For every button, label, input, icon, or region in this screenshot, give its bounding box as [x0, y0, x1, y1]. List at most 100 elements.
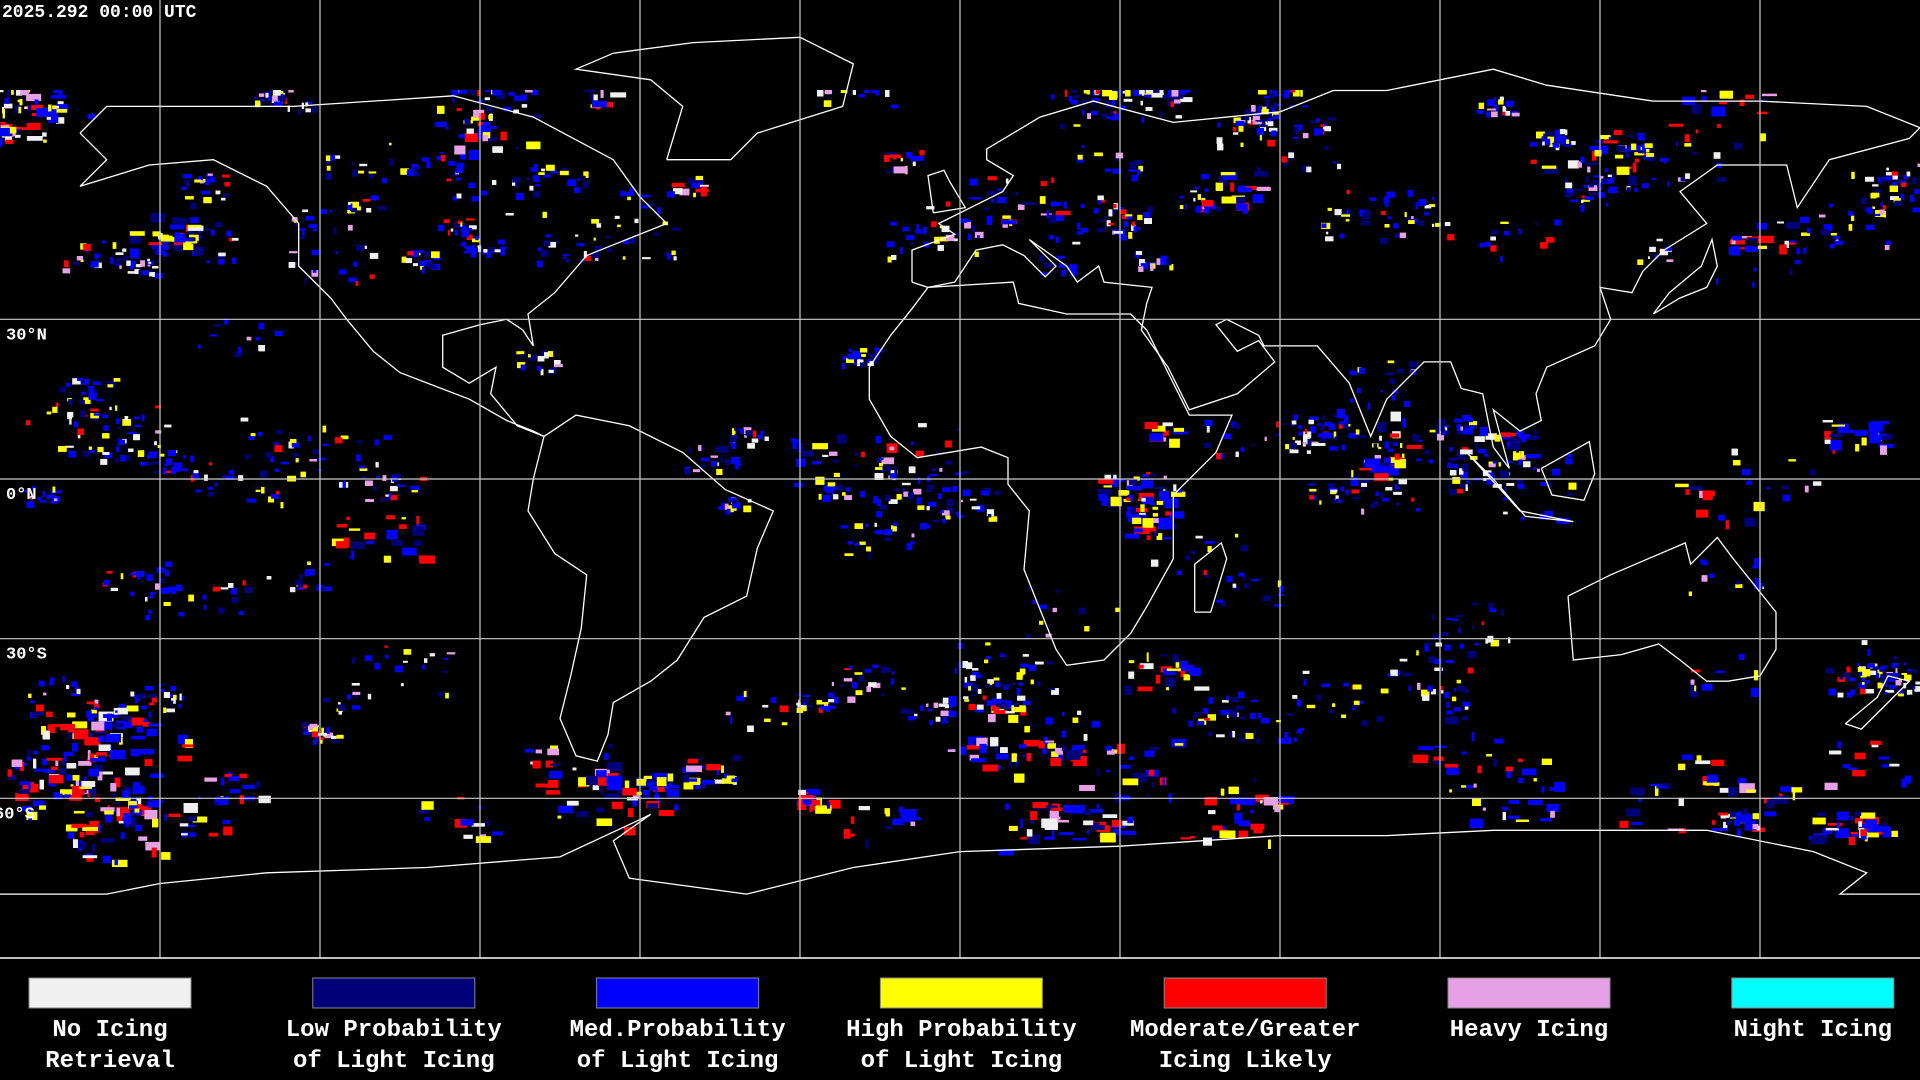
icing-pixel	[1812, 817, 1826, 825]
icing-pixel	[400, 168, 409, 175]
icing-pixel	[402, 660, 408, 663]
icing-pixel	[1637, 133, 1645, 141]
icing-pixel	[1273, 802, 1289, 805]
icing-pixel	[463, 834, 473, 839]
icing-pixel	[297, 235, 306, 239]
icing-pixel	[1175, 662, 1180, 668]
icing-pixel	[15, 766, 23, 770]
icing-pixel	[1148, 478, 1153, 481]
icing-pixel	[730, 435, 737, 442]
icing-pixel	[1381, 389, 1384, 393]
icing-pixel	[1723, 821, 1728, 830]
icing-pixel	[492, 90, 502, 96]
icing-pixel	[116, 807, 120, 817]
icing-pixel	[73, 261, 80, 266]
icing-pixel	[18, 106, 22, 114]
icing-pixel	[1391, 395, 1396, 401]
icing-pixel	[1485, 241, 1491, 247]
icing-pixel	[1779, 793, 1783, 798]
icing-pixel	[1597, 192, 1605, 198]
icing-pixel	[735, 464, 739, 470]
icing-pixel	[486, 819, 490, 827]
icing-pixel	[1752, 813, 1759, 820]
icing-pixel	[366, 540, 374, 545]
icing-pixel	[843, 678, 853, 682]
icing-pixel	[798, 798, 805, 803]
icing-pixel	[336, 734, 344, 739]
icing-pixel	[311, 249, 320, 256]
icing-pixel	[1240, 447, 1245, 452]
icing-pixel	[969, 498, 977, 501]
icing-pixel	[1361, 487, 1365, 492]
icing-pixel	[805, 803, 810, 806]
icing-pixel	[1174, 99, 1181, 104]
icing-pixel	[1051, 201, 1057, 207]
icing-pixel	[313, 228, 317, 232]
icing-pixel	[1100, 494, 1108, 502]
icing-pixel	[889, 154, 902, 159]
icing-pixel	[1702, 493, 1713, 501]
icing-pixel	[1328, 709, 1334, 714]
icing-pixel	[986, 191, 999, 195]
icing-pixel	[607, 247, 612, 253]
icing-pixel	[1474, 436, 1485, 442]
icing-pixel	[666, 789, 680, 798]
icing-pixel	[179, 244, 194, 251]
icing-pixel	[465, 218, 475, 221]
icing-pixel	[911, 441, 914, 446]
icing-pixel	[1380, 492, 1385, 499]
icing-pixel	[98, 735, 105, 742]
icing-pixel	[1141, 478, 1154, 489]
icing-pixel	[964, 682, 973, 688]
icing-pixel	[1394, 233, 1401, 239]
icing-pixel	[892, 671, 895, 675]
icing-pixel	[1664, 246, 1672, 251]
icing-pixel	[1243, 583, 1250, 589]
icing-pixel	[163, 238, 168, 245]
icing-pixel	[628, 808, 634, 818]
icing-pixel	[1333, 160, 1336, 164]
icing-pixel	[1162, 422, 1173, 427]
icing-pixel	[305, 101, 312, 105]
icing-pixel	[642, 257, 651, 260]
icing-pixel	[656, 777, 667, 787]
icing-pixel	[1107, 90, 1111, 94]
icing-pixel	[698, 445, 702, 451]
icing-pixel	[419, 260, 427, 266]
icing-pixel	[95, 797, 101, 802]
icing-pixel	[592, 784, 600, 791]
icing-pixel	[130, 572, 139, 576]
icing-pixel	[115, 405, 118, 411]
icing-pixel	[1190, 667, 1201, 677]
icing-pixel	[961, 471, 969, 474]
icing-pixel	[1490, 245, 1497, 252]
icing-pixel	[1357, 700, 1364, 705]
icing-pixel	[620, 190, 625, 197]
icing-pixel	[1212, 203, 1216, 210]
icing-pixel	[1117, 743, 1125, 754]
icing-pixel	[88, 388, 94, 393]
icing-pixel	[1265, 104, 1268, 111]
icing-pixel	[1589, 146, 1599, 151]
icing-pixel	[1199, 712, 1203, 715]
icing-pixel	[1479, 426, 1488, 436]
icing-pixel	[1592, 180, 1601, 184]
icing-pixel	[540, 250, 549, 257]
icing-pixel	[1350, 477, 1359, 486]
icing-pixel	[935, 450, 939, 453]
icing-pixel	[297, 228, 306, 231]
icing-pixel	[566, 259, 569, 263]
icing-pixel	[889, 473, 897, 480]
icing-pixel	[1554, 219, 1561, 226]
icing-pixel	[671, 182, 685, 188]
icing-pixel	[1159, 490, 1170, 501]
icing-pixel	[1581, 200, 1584, 204]
icing-pixel	[26, 136, 43, 141]
icing-pixel	[80, 259, 84, 262]
icing-pixel	[864, 668, 872, 673]
icing-pixel	[485, 90, 490, 93]
icing-pixel	[1132, 517, 1142, 524]
icing-pixel	[356, 170, 364, 174]
icing-pixel	[1551, 468, 1561, 476]
icing-pixel	[530, 167, 537, 172]
